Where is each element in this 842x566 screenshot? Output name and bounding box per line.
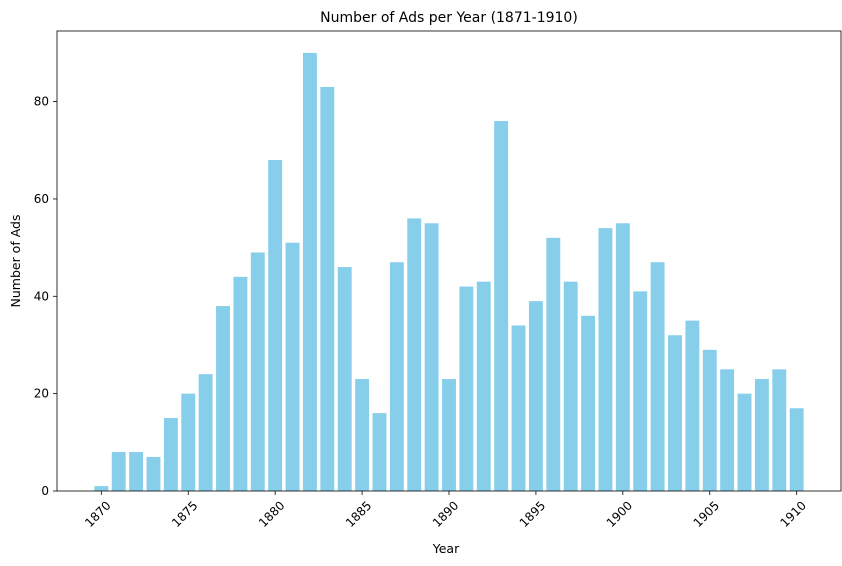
y-axis-ticks: 0 20 40 60 80 — [34, 95, 57, 498]
y-axis-label: Number of Ads — [8, 215, 23, 308]
bar-1909 — [772, 369, 787, 491]
x-tick-label: 1900 — [604, 498, 635, 529]
bar-1876 — [198, 374, 213, 491]
bar-1877 — [216, 306, 230, 491]
bar-1896 — [546, 237, 561, 491]
bar-1910 — [789, 408, 804, 491]
bars-group — [94, 52, 804, 492]
x-tick-label: 1885 — [343, 498, 374, 529]
y-tick-label: 40 — [34, 289, 49, 303]
y-tick-label: 20 — [34, 387, 49, 401]
bar-1887 — [389, 262, 404, 491]
bar-1907 — [737, 393, 752, 491]
bar-1873 — [146, 456, 161, 491]
bar-1908 — [754, 379, 769, 491]
bar-1906 — [720, 369, 735, 491]
plot-frame — [56, 30, 842, 492]
bar-1902 — [650, 262, 665, 491]
bar-1885 — [355, 379, 370, 491]
bar-1897 — [563, 281, 578, 491]
bar-1899 — [598, 228, 613, 491]
bar-1874 — [163, 417, 178, 491]
x-tick-label: 1875 — [169, 498, 200, 529]
bar-1884 — [337, 267, 352, 491]
x-axis-ticks: 1870 1875 1880 1885 1890 1895 1900 1905 1910 — [82, 491, 809, 530]
bar-1878 — [233, 276, 248, 491]
bar-1881 — [285, 242, 300, 491]
bar-1891 — [459, 286, 474, 491]
bar-1871 — [111, 452, 126, 491]
bar-1872 — [129, 452, 144, 491]
x-tick-label: 1890 — [430, 498, 461, 529]
bar-1898 — [581, 315, 596, 491]
x-tick-label: 1895 — [517, 498, 548, 529]
y-tick-label: 0 — [41, 484, 49, 498]
bar-1882 — [302, 52, 317, 492]
bar-1888 — [407, 218, 422, 491]
x-tick-label: 1910 — [778, 498, 809, 529]
bar-1895 — [528, 301, 543, 491]
y-tick-label: 80 — [34, 95, 49, 109]
bar-1901 — [633, 291, 648, 491]
x-tick-label: 1880 — [256, 498, 287, 529]
x-axis-label: Year — [432, 541, 460, 556]
bar-1894 — [511, 325, 526, 491]
bar-1892 — [476, 281, 491, 491]
bar-1883 — [320, 86, 335, 491]
bar-1880 — [268, 159, 283, 492]
bar-1886 — [372, 413, 387, 491]
bar-1870 — [94, 486, 109, 491]
x-tick-label: 1905 — [691, 498, 722, 529]
bar-1879 — [250, 252, 265, 491]
bar-1875 — [181, 393, 196, 491]
x-tick-label: 1870 — [82, 498, 113, 529]
bar-1889 — [424, 223, 439, 491]
bar-1893 — [494, 121, 509, 492]
y-tick-label: 60 — [34, 192, 49, 206]
bar-1903 — [668, 335, 682, 491]
chart-title: Number of Ads per Year (1871-1910) — [320, 10, 578, 26]
bar-1890 — [442, 379, 456, 491]
bar-1905 — [702, 349, 717, 491]
bar-1900 — [615, 223, 630, 491]
bar-1904 — [685, 320, 700, 491]
